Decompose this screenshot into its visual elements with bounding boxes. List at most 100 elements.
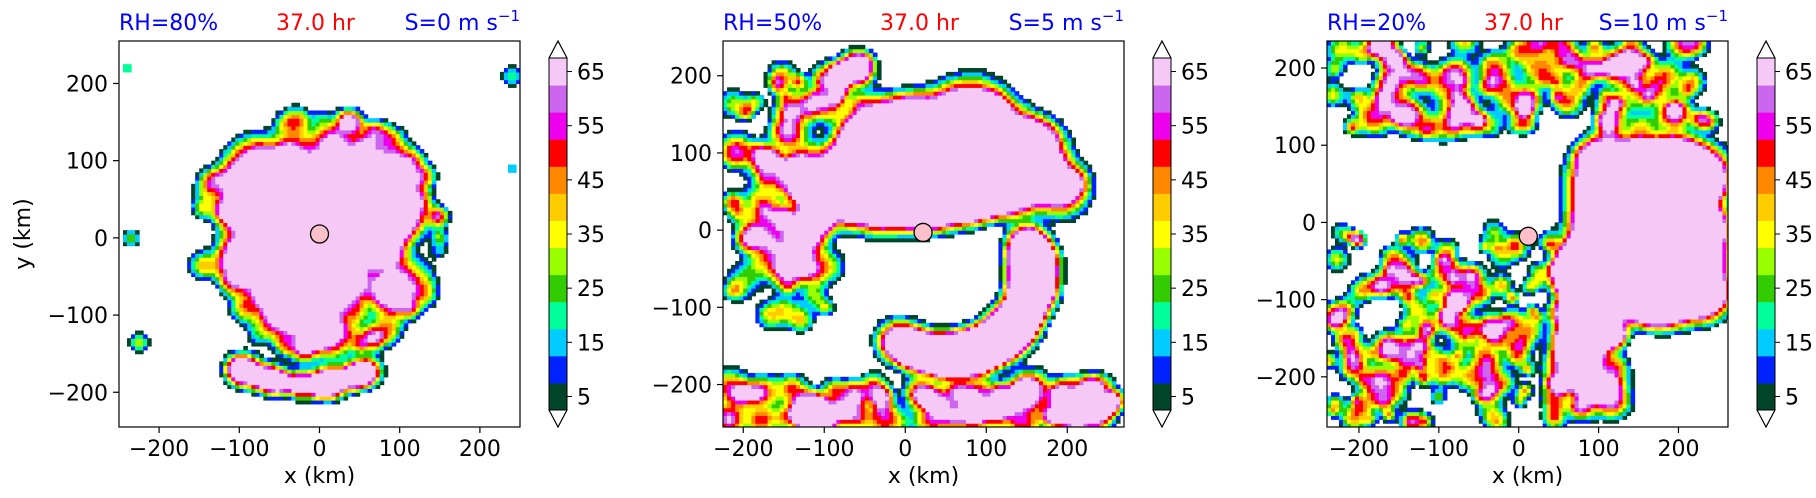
field-cell [407, 152, 413, 158]
field-cell [379, 203, 385, 208]
field-cell [299, 376, 305, 382]
field-cell [263, 338, 268, 343]
field-cell [339, 110, 345, 115]
field-cell [235, 183, 240, 189]
field-cell [743, 106, 748, 112]
field-cell [355, 195, 361, 200]
field-cell [399, 214, 405, 220]
field-cell [367, 176, 373, 181]
field-cell [291, 334, 297, 339]
field-cell [391, 307, 397, 312]
field-cell [355, 345, 361, 351]
field-cell [295, 133, 301, 139]
field-cell [299, 399, 305, 405]
field-cell [403, 226, 409, 231]
field-cell [211, 179, 216, 185]
field-cell [295, 295, 301, 301]
field-cell [411, 210, 417, 216]
field-cell [359, 299, 365, 305]
field-cell [271, 365, 276, 370]
field-cell [339, 214, 345, 220]
field-cell [391, 203, 397, 208]
field-cell [319, 118, 325, 123]
field-cell [347, 372, 353, 378]
field-cell [727, 110, 732, 115]
field-cell [739, 299, 744, 305]
field-cell [355, 241, 361, 247]
field-cell [775, 156, 781, 162]
field-cell [735, 222, 740, 227]
field-cell [403, 141, 409, 146]
field-cell [359, 133, 365, 139]
field-cell [755, 261, 761, 266]
field-cell [295, 268, 301, 274]
field-cell [275, 280, 280, 285]
field-cell [507, 75, 513, 81]
field-cell [395, 330, 401, 335]
field-cell [295, 284, 301, 289]
field-cell [403, 152, 409, 158]
field-cell [515, 71, 520, 77]
field-cell [331, 110, 337, 115]
field-cell [303, 199, 309, 204]
field-cell [407, 257, 413, 262]
field-cell [383, 195, 389, 200]
field-cell [395, 322, 401, 328]
colorbar-segment [549, 355, 567, 384]
field-cell [303, 276, 309, 281]
field-cell [275, 195, 280, 200]
field-cell [251, 322, 256, 328]
field-cell [279, 330, 285, 335]
field-cell [343, 110, 349, 115]
field-cell [775, 284, 781, 289]
field-cell [267, 342, 272, 347]
field-cell [775, 95, 781, 100]
field-cell [387, 280, 393, 285]
field-cell [415, 272, 421, 278]
field-cell [411, 164, 417, 169]
field-cell [379, 338, 385, 343]
field-cell [775, 118, 781, 123]
field-cell [279, 179, 285, 185]
field-cell [747, 149, 752, 154]
field-cell [751, 98, 756, 104]
field-cell [275, 369, 280, 374]
field-cell [267, 338, 272, 343]
field-cell [383, 210, 389, 216]
field-cell [311, 222, 317, 227]
field-cell [295, 392, 301, 397]
field-cell [775, 195, 781, 200]
field-cell [199, 257, 204, 262]
field-cell [327, 315, 333, 320]
field-cell [307, 396, 313, 401]
field-cell [231, 210, 236, 216]
field-cell [247, 261, 252, 266]
field-cell [247, 353, 252, 359]
field-cell [759, 95, 765, 100]
field-cell [303, 206, 309, 212]
field-cell [403, 199, 409, 204]
field-cell [759, 376, 765, 382]
field-cell [435, 210, 441, 216]
field-cell [379, 237, 385, 243]
field-cell [267, 218, 272, 224]
field-cell [319, 203, 325, 208]
field-cell [415, 179, 421, 185]
field-cell [223, 268, 228, 274]
field-cell [231, 183, 236, 189]
field-cell [371, 187, 377, 193]
field-cell [351, 110, 357, 115]
field-cell [355, 276, 361, 281]
field-cell [275, 322, 280, 328]
field-cell [759, 419, 765, 424]
field-cell [279, 156, 285, 162]
field-cell [347, 303, 353, 308]
field-cell [395, 245, 401, 251]
field-cell [751, 407, 756, 413]
field-cell [319, 318, 325, 324]
field-cell [391, 326, 397, 332]
field-cell [427, 183, 433, 189]
field-cell [435, 218, 441, 224]
field-cell [359, 353, 365, 359]
field-cell [431, 222, 437, 227]
